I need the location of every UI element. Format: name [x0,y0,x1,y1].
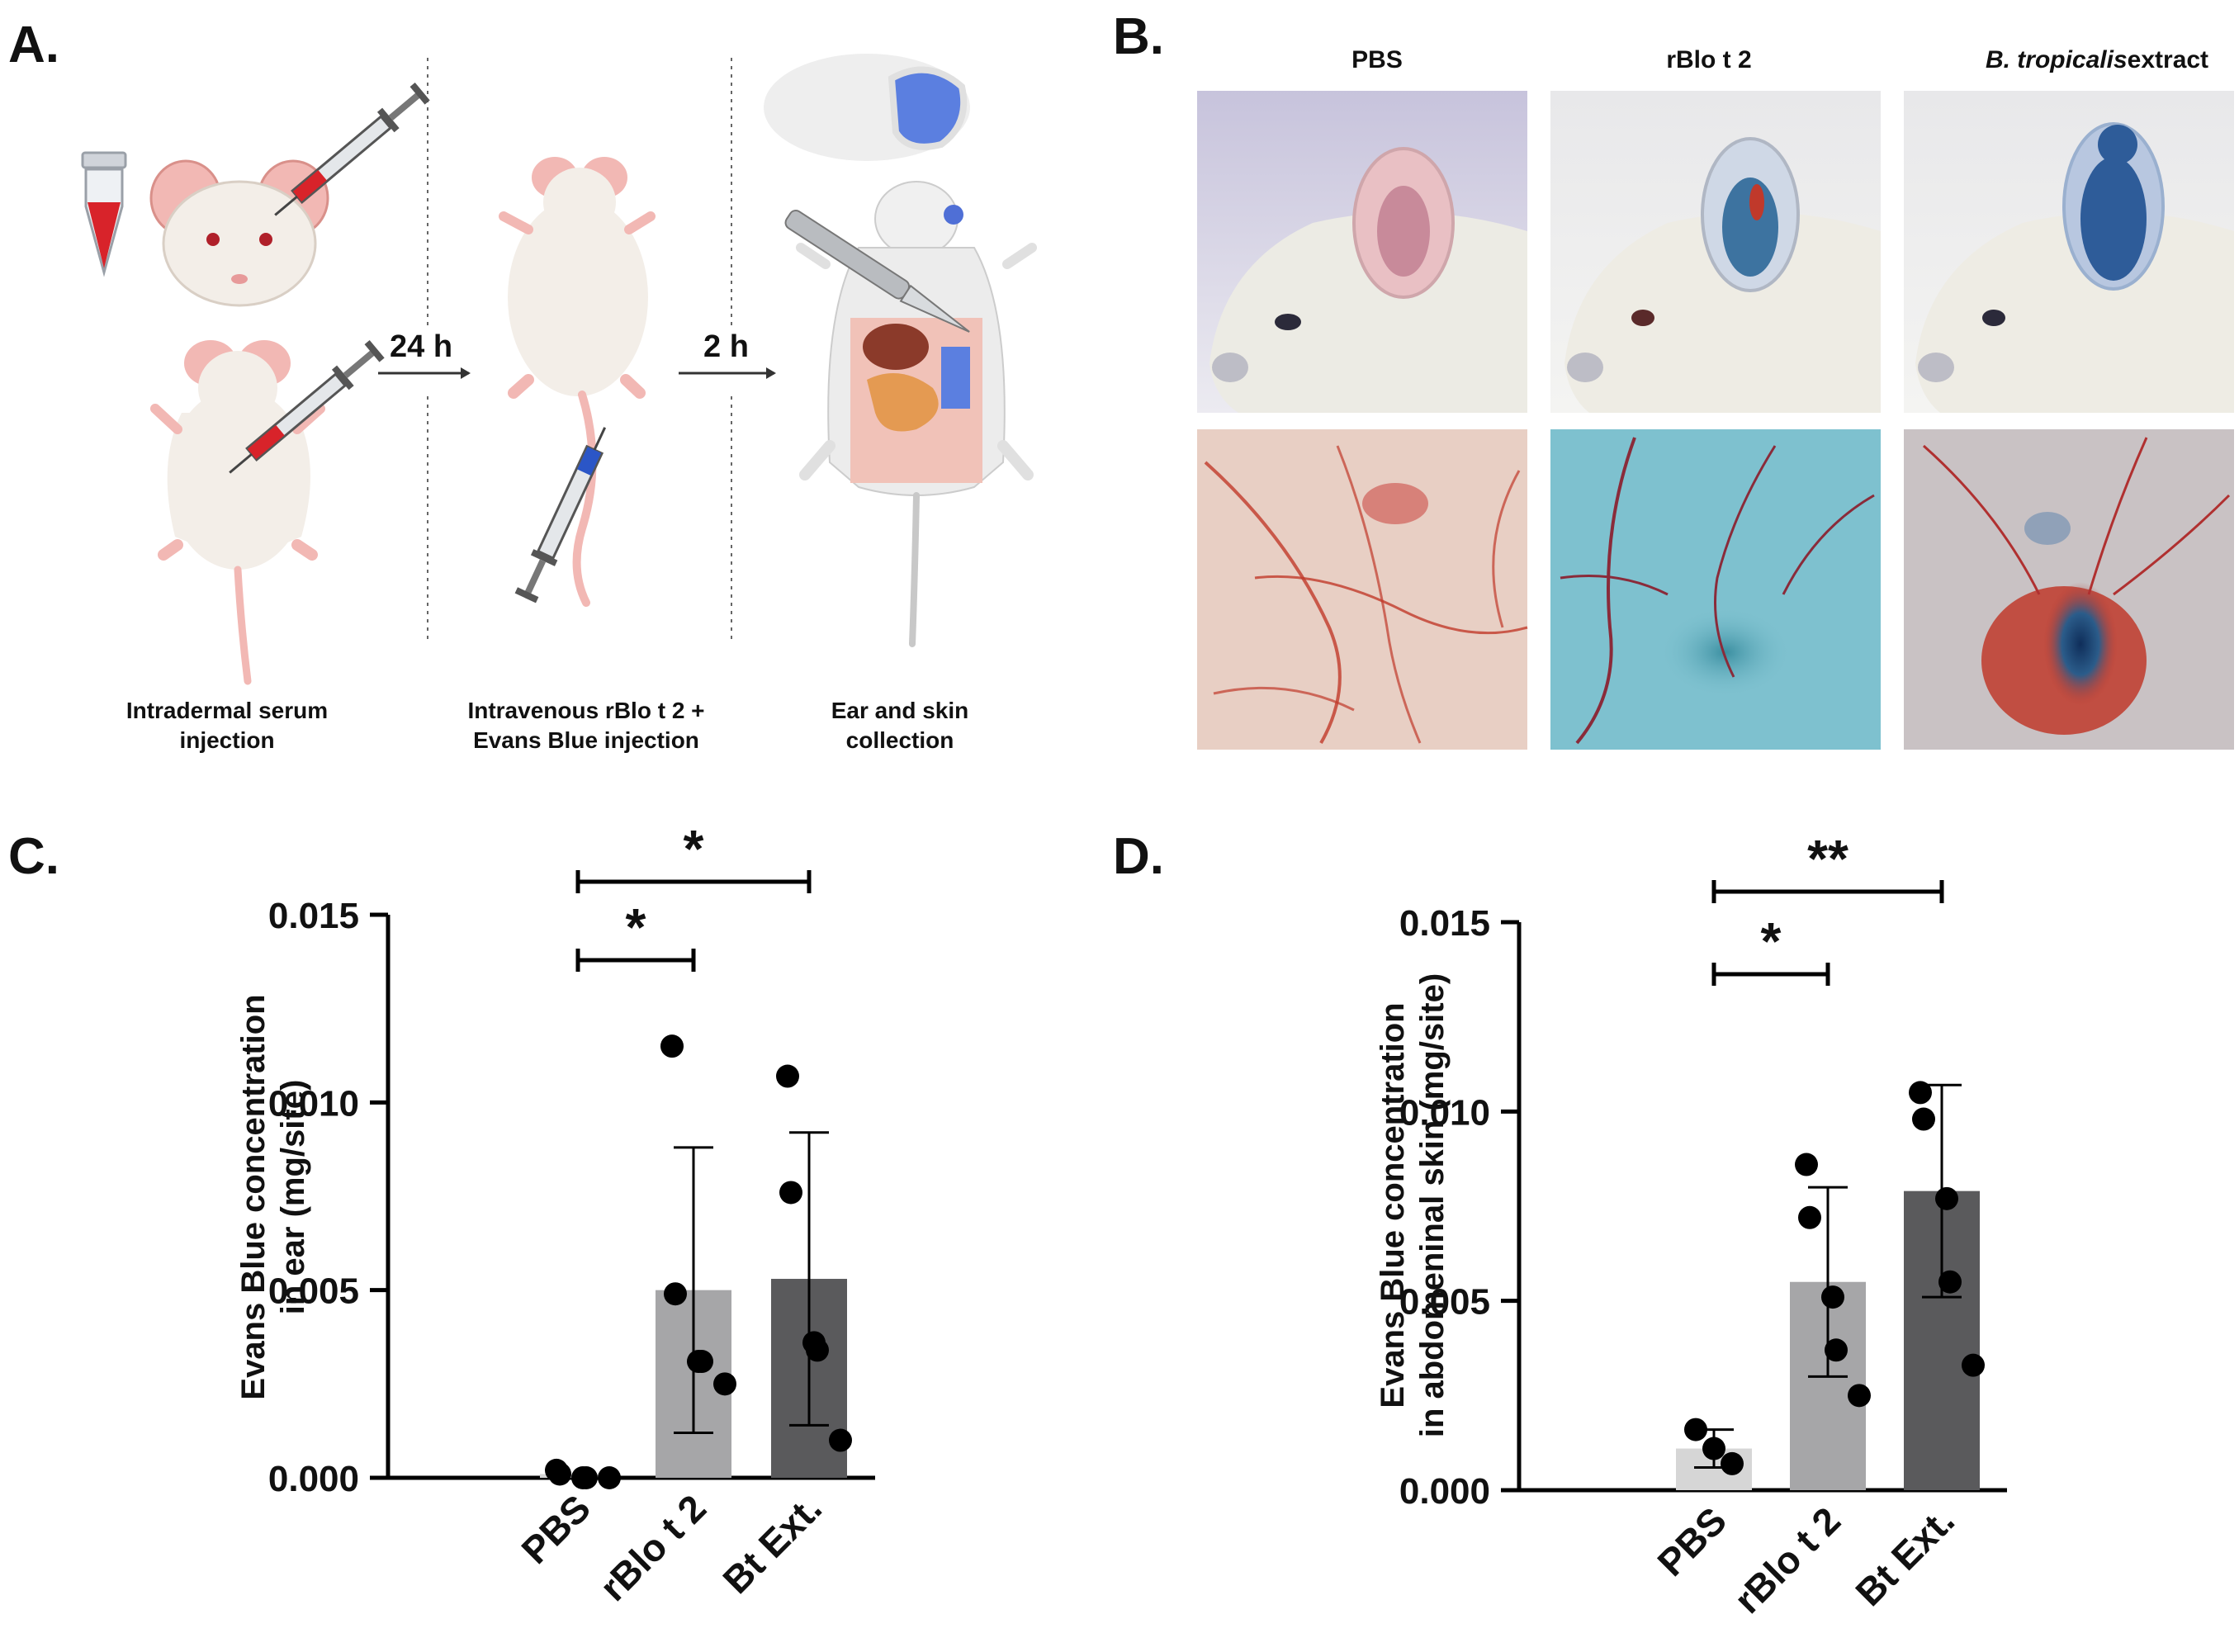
data-point [713,1372,736,1396]
x-tick-label: rBlo t 2 [591,1486,714,1609]
serum-tube-icon [81,151,127,277]
photo-skin-rblo [1550,429,1881,750]
photo-ear-pbs [1197,91,1527,413]
arrow-2h-label: 2 h [703,329,749,364]
photo-skin-bt [1904,429,2234,750]
ear-closeup-icon [764,54,970,161]
column-header-bt: B. tropicalisextract [1986,46,2208,73]
y-tick-label: 0.000 [1399,1471,1490,1512]
panel-c-label: C. [8,828,59,885]
data-point [1798,1205,1821,1229]
data-point [660,1034,684,1058]
data-point [776,1064,799,1088]
data-point [690,1350,713,1374]
x-tick-label: Bt Ext. [714,1486,830,1602]
y-tick-label: 0.015 [268,896,359,936]
mouse-dissected-icon [796,181,1037,647]
significance-label: ** [1807,829,1848,888]
data-point [1935,1186,1958,1210]
data-point [806,1338,829,1362]
step2-line1: Intravenous rBlo t 2 + [467,698,704,723]
significance-label: * [1761,911,1782,971]
mouse-iv-icon [499,157,656,607]
step2-line2: Evans Blue injection [473,727,699,753]
photo-ear-bt [1904,91,2234,413]
data-point [1684,1418,1707,1441]
column-header-pbs: PBS [1351,46,1403,73]
panel-a: A. [8,17,1037,753]
data-point [1962,1353,1985,1377]
column-header-rblo: rBlo t 2 [1666,46,1751,73]
step3-line1: Ear and skin [831,698,969,723]
significance-label: * [684,819,704,878]
y-tick-label: 0.000 [268,1459,359,1499]
y-axis-label: Evans Blue concentration in ear (mg/site) [235,994,311,1399]
data-point [1821,1285,1844,1309]
arrow-24h: 24 h [378,329,471,379]
y-tick-label: 0.005 [268,1271,359,1312]
chart-d: D. 0.000 0.005 0.010 0.015 Evans Blue concen… [1113,828,2007,1621]
photo-skin-pbs [1197,429,1528,750]
syringe-ear-icon [274,83,430,216]
chart-c: C. 0.000 0.005 0.010 0.015 Evans Blue concen… [8,819,875,1609]
step1-line1: Intradermal serum [126,698,328,723]
data-point [1912,1107,1935,1131]
significance-label: * [626,897,646,957]
arrow-2h: 2 h [679,329,776,379]
photo-ear-rblo [1550,91,1881,413]
x-tick-label: rBlo t 2 [1725,1498,1848,1621]
y-tick-label: 0.015 [1399,903,1490,944]
data-point [1825,1338,1848,1362]
x-tick-label: PBS [513,1486,599,1572]
x-tick-label: PBS [1649,1498,1735,1584]
data-point [829,1428,852,1452]
data-point [1909,1081,1932,1105]
step1-line2: injection [179,727,274,753]
arrow-24h-label: 24 h [390,329,452,364]
panel-a-label: A. [8,17,59,73]
data-point [1795,1153,1818,1176]
x-tick-label: Bt Ext. [1847,1498,1962,1614]
data-point [664,1282,687,1306]
panel-b: B. PBS rBlo t 2 B. tropicalisextract [1113,8,2234,750]
step3-line2: collection [846,727,954,753]
data-point [1721,1451,1744,1475]
syringe-tail-icon [514,427,607,604]
data-point [1848,1384,1871,1408]
data-point [1938,1270,1962,1294]
data-point [779,1181,802,1205]
syringe-skin-icon [229,340,385,474]
data-point [1702,1437,1725,1460]
mouse-body-icon [150,340,325,685]
data-point [575,1466,598,1489]
y-tick-label: 0.010 [268,1083,359,1124]
data-point [548,1462,571,1486]
panel-b-label: B. [1113,8,1164,65]
data-point [598,1466,621,1489]
scalpel-icon [784,210,970,333]
panel-d-label: D. [1113,828,1164,885]
y-axis-label: Evans Blue concentration in abdomeninal s… [1375,973,1451,1437]
y-tick-label: 0.010 [1399,1092,1490,1133]
y-tick-label: 0.005 [1399,1282,1490,1323]
